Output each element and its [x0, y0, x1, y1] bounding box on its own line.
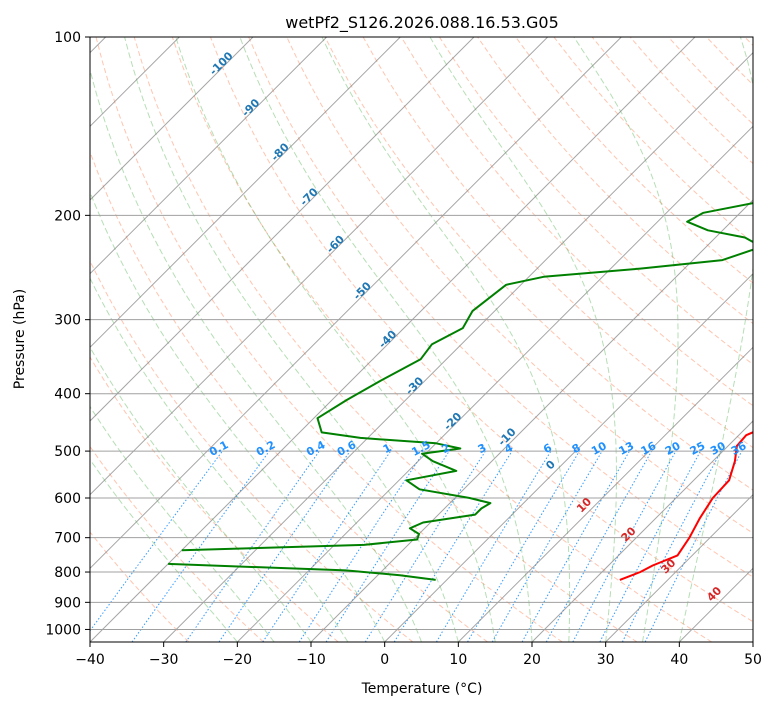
- isotherm-line: [605, 493, 753, 642]
- moist-adiabat: [90, 277, 349, 642]
- x-tick-label: −40: [75, 652, 105, 668]
- moist-adiabat: [124, 37, 459, 642]
- x-tick-label: 30: [597, 652, 615, 668]
- isotherm-line: [90, 37, 696, 642]
- mixing-ratio-line: [90, 450, 223, 632]
- x-axis-title: Temperature (°C): [361, 681, 483, 697]
- mixing-ratio-line: [545, 450, 653, 642]
- mixing-ratio-line: [621, 450, 722, 642]
- y-tick-label: 500: [54, 444, 81, 460]
- mixing-ratio-label: 25: [688, 439, 708, 458]
- y-axis-title: Pressure (hPa): [12, 289, 28, 389]
- isotherm-line: [90, 37, 328, 275]
- y-tick-label: 900: [54, 595, 81, 611]
- isotherm-line: [90, 37, 401, 349]
- dry-adiabat: [248, 37, 753, 578]
- mixing-ratio-line: [435, 450, 552, 642]
- y-tick-label: 100: [54, 30, 81, 46]
- chart-title: wetPf2_S126.2026.088.16.53.G05: [285, 13, 559, 33]
- dry-adiabat: [171, 37, 712, 642]
- mixing-ratio-line: [185, 450, 320, 642]
- dry-adiabat: [515, 37, 753, 284]
- moist-adiabat: [573, 37, 679, 642]
- x-tick-label: 50: [744, 652, 762, 668]
- isotherm-line: [384, 272, 753, 642]
- mixing-ratio-line: [131, 450, 270, 642]
- moist-adiabat: [90, 190, 386, 642]
- y-tick-label: 1000: [45, 622, 81, 638]
- mixing-ratio-line: [521, 450, 630, 642]
- mixing-ratio-label: 16: [639, 439, 659, 458]
- isotherm-line: [310, 199, 753, 642]
- isotherm-line: [90, 37, 622, 570]
- mixing-ratio-line: [262, 450, 392, 642]
- dry-adiabat: [400, 37, 753, 407]
- mixing-ratio-line: [599, 450, 701, 642]
- y-tick-label: 600: [54, 491, 81, 507]
- isotherm-line: [90, 37, 475, 422]
- y-tick-label: 300: [54, 313, 81, 329]
- mixing-ratio-label: 13: [617, 439, 637, 458]
- dewpoint-line: [168, 562, 436, 581]
- isotherm-line: [90, 37, 549, 496]
- x-tick-label: −20: [223, 652, 253, 668]
- moist-adiabat: [429, 37, 617, 642]
- x-tick-label: −30: [149, 652, 179, 668]
- mixing-ratio-line: [218, 450, 351, 642]
- y-tick-label: 700: [54, 531, 81, 547]
- moist-adiabat: [90, 405, 275, 642]
- isotherm-line: [163, 51, 753, 642]
- y-tick-label: 400: [54, 387, 81, 403]
- dry-adiabat: [438, 37, 753, 366]
- dewpoint-line: [181, 202, 753, 552]
- mixing-ratio-line: [364, 450, 486, 642]
- mixing-ratio-line: [298, 450, 425, 642]
- mixing-ratio-line: [393, 450, 513, 642]
- isotherm-line: [457, 346, 753, 642]
- moist-adiabat: [321, 37, 571, 642]
- isotherm-line: [531, 420, 753, 642]
- profile-lines: [168, 202, 753, 581]
- moist-adiabat: [90, 458, 238, 642]
- dry-adiabat: [210, 37, 753, 623]
- dry-adiabat: [90, 356, 339, 642]
- moist-adiabat: [90, 346, 312, 642]
- dry-adiabat: [90, 445, 264, 642]
- x-tick-label: 0: [380, 652, 389, 668]
- temperature-line: [619, 431, 753, 581]
- dry-adiabat: [324, 37, 753, 491]
- mixing-ratio-line: [572, 450, 677, 642]
- y-tick-label: 200: [54, 208, 81, 224]
- mixing-ratio-line: [644, 450, 743, 642]
- isotherm-line: [90, 37, 254, 201]
- plot-background-lines: [90, 37, 753, 642]
- moist-adiabat: [678, 37, 753, 642]
- x-tick-label: 10: [449, 652, 467, 668]
- dry-adiabat: [90, 531, 190, 642]
- dry-adiabat: [90, 150, 488, 642]
- moist-adiabat: [239, 37, 533, 642]
- moist-adiabat: [90, 67, 422, 642]
- plot-frame: [89, 36, 754, 643]
- dry-adiabat: [95, 37, 563, 642]
- dry-adiabat: [133, 37, 638, 642]
- x-tick-label: 20: [523, 652, 541, 668]
- mixing-ratio-label: 36: [729, 439, 749, 458]
- mixing-ratio-label: 30: [708, 439, 728, 458]
- y-tick-label: 800: [54, 565, 81, 581]
- x-tick-label: −10: [296, 652, 326, 668]
- mixing-ratio-label: 10: [589, 439, 609, 458]
- mixing-ratio-line: [325, 450, 450, 642]
- x-tick-label: 40: [670, 652, 688, 668]
- mixing-ratio-label: 20: [663, 439, 683, 458]
- axes: −40 −30 −20 −10 0 10 20 30 40 50 100 200 300 400 500 60…: [45, 30, 762, 668]
- isotherm-line: [236, 125, 753, 642]
- moist-adiabat: [175, 37, 496, 642]
